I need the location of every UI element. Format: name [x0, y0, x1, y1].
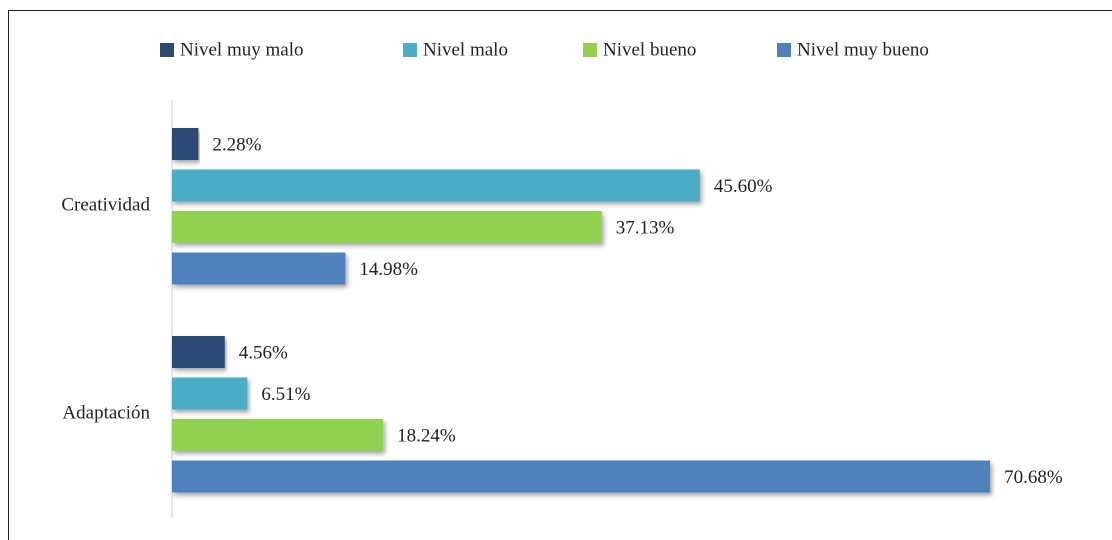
data-label: 14.98%: [359, 259, 418, 280]
bar: [172, 419, 384, 451]
legend-label: Nivel malo: [423, 39, 508, 60]
legend-label: Nivel muy bueno: [797, 39, 929, 60]
legend-label: Nivel bueno: [603, 39, 696, 60]
legend-label: Nivel muy malo: [180, 39, 303, 60]
legend-swatch: [777, 43, 791, 57]
data-label: 2.28%: [212, 134, 261, 155]
bar: [172, 336, 225, 368]
bar: [172, 211, 602, 243]
data-label: 37.13%: [616, 217, 675, 238]
legend-swatch: [403, 43, 417, 57]
data-label: 4.56%: [239, 342, 288, 363]
bar: [172, 169, 700, 202]
y-tick-label: Creatividad: [61, 195, 150, 216]
bar: [172, 252, 346, 285]
legend-swatch: [160, 43, 174, 57]
data-label: 18.24%: [397, 425, 456, 446]
data-label: 45.60%: [714, 176, 773, 197]
bar: [172, 128, 199, 160]
data-label: 70.68%: [1004, 467, 1063, 488]
y-tick-label: Adaptación: [62, 403, 150, 424]
bar: [172, 460, 991, 493]
data-label: 6.51%: [261, 384, 310, 405]
bar: [172, 377, 248, 410]
legend-swatch: [583, 43, 597, 57]
